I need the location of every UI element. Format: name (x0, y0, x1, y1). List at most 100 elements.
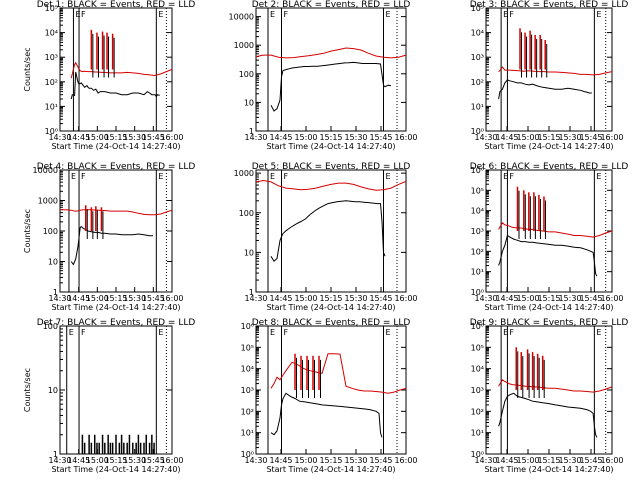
y-tick-label: 10⁰ (45, 127, 58, 136)
y-tick-label: 1 (249, 288, 254, 297)
event-marker-label: E (75, 10, 80, 19)
x-tick-label: 15:00 (516, 294, 539, 303)
y-tick-label: 1 (249, 127, 254, 136)
x-axis-label: Start Time (24-Oct-14 14:27:40) (266, 303, 395, 312)
lld-series-line (60, 209, 173, 216)
x-tick-label: 15:30 (344, 133, 367, 142)
y-tick-label: 10⁰ (471, 450, 484, 459)
event-marker-label: E (386, 328, 391, 337)
x-axis-label: Start Time (24-Oct-14 14:27:40) (484, 303, 613, 312)
y-axis-label: Counts/sec (23, 47, 32, 91)
y-tick-label: 1 (53, 450, 58, 459)
lld-series-line (270, 353, 407, 394)
y-tick-label: 10 (244, 248, 254, 257)
y-tick-label: 10⁵ (471, 186, 484, 195)
y-tick-label: 10² (471, 247, 484, 256)
panel-title: Det 1: BLACK = Events, RED = LLD (37, 0, 196, 10)
y-tick-label: 10² (471, 407, 484, 416)
panel-det-8: Det 8: BLACK = Events, RED = LLD 10⁰ 10¹ 10… (241, 318, 418, 474)
y-axis-label: Counts/sec (23, 209, 32, 253)
panel-title: Det 9: BLACK = Events, RED = LLD (470, 318, 629, 328)
y-tick-label: 10¹ (471, 102, 484, 111)
x-tick-label: 15:00 (516, 456, 539, 465)
x-axis-label: Start Time (24-Oct-14 14:27:40) (484, 465, 613, 474)
lld-series-line (498, 66, 613, 76)
x-tick-label: 14:30 (474, 133, 497, 142)
event-marker-label: F (509, 10, 514, 19)
y-axis-label: Counts/sec (23, 368, 32, 412)
panel-det-1: Det 1: BLACK = Events, RED = LLD 10⁰ 10¹ 10… (23, 0, 195, 151)
events-series-line (70, 71, 160, 100)
x-tick-label: 14:30 (48, 456, 71, 465)
event-marker-label: E (596, 10, 601, 19)
x-tick-label: 15:00 (294, 133, 317, 142)
x-tick-label: 15:30 (558, 133, 581, 142)
y-tick-label: 100 (43, 227, 58, 236)
x-tick-label: 15:15 (319, 294, 342, 303)
lld-series-line (255, 179, 407, 191)
panel-det-3: Det 3: BLACK = Events, RED = LLD 10⁰ 10¹ 10… (470, 0, 629, 151)
y-tick-label: 10³ (45, 53, 58, 62)
x-tick-label: 15:45 (579, 456, 602, 465)
x-tick-label: 16:00 (394, 133, 417, 142)
event-marker-label: F (81, 10, 86, 19)
y-tick-label: 100 (43, 322, 58, 331)
x-tick-label: 14:30 (474, 456, 497, 465)
events-series-line (498, 392, 598, 438)
x-tick-label: 15:30 (344, 294, 367, 303)
x-tick-label: 14:45 (269, 133, 292, 142)
y-tick-label: 10⁵ (45, 4, 58, 13)
x-tick-label: 15:30 (344, 456, 367, 465)
y-tick-label: 10⁶ (471, 322, 484, 331)
x-tick-label: 14:30 (244, 294, 267, 303)
x-tick-label: 15:30 (558, 456, 581, 465)
x-tick-label: 14:45 (67, 456, 90, 465)
y-tick-label: 1000 (38, 197, 58, 206)
x-tick-label: 14:45 (495, 456, 518, 465)
x-axis-label: Start Time (24-Oct-14 14:27:40) (266, 142, 395, 151)
x-tick-label: 14:45 (67, 294, 90, 303)
y-tick-label: 10 (48, 258, 58, 267)
x-tick-label: 15:45 (369, 456, 392, 465)
x-tick-label: 14:30 (244, 133, 267, 142)
x-tick-label: 15:15 (104, 294, 127, 303)
y-tick-label: 100 (239, 209, 254, 218)
x-axis-label: Start Time (24-Oct-14 14:27:40) (51, 142, 180, 151)
plot-frame (485, 325, 613, 455)
events-series-line (270, 392, 383, 438)
y-tick-label: 10³ (471, 227, 484, 236)
event-marker-label: F (284, 328, 289, 337)
x-tick-label: 15:15 (537, 294, 560, 303)
x-axis-label: Start Time (24-Oct-14 14:27:40) (51, 303, 180, 312)
y-tick-label: 10¹ (45, 102, 58, 111)
event-marker-label: E (158, 172, 163, 181)
x-tick-label: 16:00 (600, 294, 623, 303)
panel-title: Det 7: BLACK = Events, RED = LLD (37, 318, 196, 328)
x-tick-label: 15:00 (294, 294, 317, 303)
y-tick-label: 10¹ (241, 429, 254, 438)
x-tick-label: 14:45 (67, 133, 90, 142)
x-tick-label: 16:00 (160, 294, 183, 303)
y-tick-label: 10² (471, 78, 484, 87)
x-tick-label: 15:45 (369, 133, 392, 142)
event-marker-label: E (71, 172, 76, 181)
y-tick-label: 1 (53, 288, 58, 297)
plot-frame (485, 169, 613, 293)
x-tick-label: 14:45 (269, 456, 292, 465)
y-tick-label: 10³ (241, 386, 254, 395)
panel-title: Det 5: BLACK = Events, RED = LLD (252, 162, 411, 172)
y-tick-label: 10³ (471, 386, 484, 395)
x-tick-label: 16:00 (394, 294, 417, 303)
x-tick-label: 15:30 (558, 294, 581, 303)
events-series-line (498, 234, 598, 277)
x-tick-label: 14:45 (495, 294, 518, 303)
event-marker-label: E (386, 172, 391, 181)
x-tick-label: 14:30 (48, 294, 71, 303)
x-tick-label: 14:30 (244, 456, 267, 465)
event-marker-label: E (158, 328, 163, 337)
x-tick-label: 15:15 (104, 456, 127, 465)
events-series-line (498, 79, 592, 100)
x-tick-label: 15:45 (142, 294, 165, 303)
x-tick-label: 15:30 (123, 294, 146, 303)
